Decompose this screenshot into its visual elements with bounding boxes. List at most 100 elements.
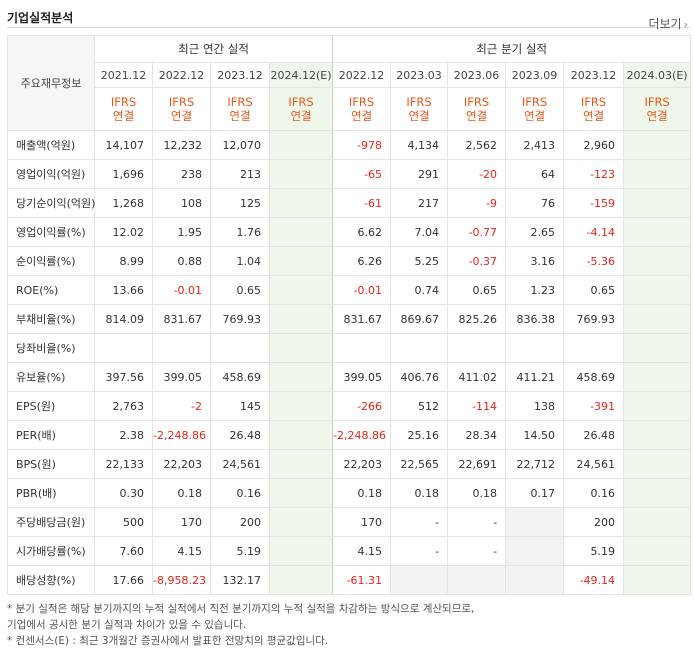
- value-cell: -5.36: [563, 246, 625, 276]
- value-cell: 132.17: [210, 565, 270, 595]
- value-cell: 399.05: [152, 362, 211, 392]
- value-cell: 2.38: [94, 420, 153, 450]
- row-label: 당좌비율(%): [7, 333, 95, 363]
- value-cell: 145: [210, 391, 270, 421]
- value-cell: [623, 565, 692, 595]
- row-label: 부채비율(%): [7, 304, 95, 334]
- chevron-right-icon: ›: [683, 18, 688, 31]
- value-cell: 13.66: [94, 275, 153, 305]
- ifrs-label: IFRS 연결: [94, 87, 153, 131]
- ifrs-text: IFRS: [168, 95, 195, 109]
- more-link[interactable]: 더보기 ›: [648, 15, 688, 32]
- value-cell: 836.38: [505, 304, 565, 334]
- value-cell: 22,565: [390, 449, 449, 479]
- value-cell: 406.76: [390, 362, 449, 392]
- value-cell: [268, 188, 334, 218]
- value-cell: [268, 333, 334, 363]
- value-cell: -2: [152, 391, 211, 421]
- consolidated-text: 연결: [290, 109, 312, 123]
- value-cell: 4.15: [332, 536, 392, 566]
- value-cell: -8,958.23: [152, 565, 211, 595]
- footnote-3: * 컨센서스(E) : 최근 3개월간 증권사에서 발표한 전망치의 평균값입니…: [7, 635, 329, 647]
- row-label: 순이익률(%): [7, 246, 95, 276]
- value-cell: 14,107: [94, 130, 153, 160]
- value-cell: [268, 159, 334, 189]
- value-cell: [623, 217, 692, 247]
- value-cell: [268, 275, 334, 305]
- table-row: ROE(%) 13.66 -0.01 0.65 -0.01 0.74 0.65 1.23 0.6…: [7, 275, 692, 305]
- value-cell: 138: [505, 391, 565, 421]
- value-cell: 2,763: [94, 391, 153, 421]
- value-cell: 0.18: [332, 478, 392, 508]
- value-cell: [623, 391, 692, 421]
- value-cell: -123: [563, 159, 625, 189]
- value-cell: 869.67: [390, 304, 449, 334]
- value-cell: -978: [332, 130, 392, 160]
- quarter-header: 최근 분기 실적: [332, 35, 692, 63]
- period-header: 2021.12: [94, 62, 153, 88]
- row-label: 당기순이익(억원): [7, 188, 95, 218]
- value-cell: 200: [210, 507, 270, 537]
- value-cell: 831.67: [152, 304, 211, 334]
- consolidated-text: 연결: [350, 109, 373, 123]
- row-label: BPS(원): [7, 449, 95, 479]
- value-cell: -65: [332, 159, 392, 189]
- value-cell: 1,268: [94, 188, 153, 218]
- ifrs-text: IFRS: [580, 95, 607, 109]
- ifrs-text: IFRS: [227, 95, 253, 109]
- value-cell: 2,413: [505, 130, 565, 160]
- ifrs-text: IFRS: [406, 95, 432, 109]
- table-row: 순이익률(%) 8.99 0.88 1.04 6.26 5.25 -0.37 3.16 -5.3…: [7, 246, 692, 276]
- value-cell: 2,960: [563, 130, 625, 160]
- value-cell: 170: [332, 507, 392, 537]
- value-cell: 108: [152, 188, 211, 218]
- table-row: 당좌비율(%): [7, 333, 692, 363]
- row-label: EPS(원): [7, 391, 95, 421]
- value-cell: [623, 246, 692, 276]
- value-cell: 5.25: [390, 246, 449, 276]
- table-row: 배당성향(%) 17.66 -8,958.23 132.17 -61.31 -49.14: [7, 565, 692, 595]
- label-header: 주요재무정보: [7, 35, 95, 131]
- value-cell: [268, 246, 334, 276]
- value-cell: 458.69: [210, 362, 270, 392]
- value-cell: [623, 130, 692, 160]
- value-cell: 831.67: [332, 304, 392, 334]
- value-cell: 17.66: [94, 565, 153, 595]
- value-cell: [623, 420, 692, 450]
- period-header: 2022.12: [332, 62, 392, 88]
- value-cell: 291: [390, 159, 449, 189]
- value-cell: 1.23: [505, 275, 565, 305]
- value-cell: 5.19: [563, 536, 625, 566]
- table-row: EPS(원) 2,763 -2 145 -266 512 -114 138 -391: [7, 391, 692, 421]
- value-cell: 512: [390, 391, 449, 421]
- value-cell: 0.16: [563, 478, 625, 508]
- value-cell: 0.16: [210, 478, 270, 508]
- table-row: PER(배) 2.38 -2,248.86 26.48 -2,248.86 25.16 28…: [7, 420, 692, 450]
- value-cell: 25.16: [390, 420, 449, 450]
- value-cell: 0.65: [447, 275, 507, 305]
- section-title: 기업실적분석: [7, 11, 74, 25]
- value-cell: [447, 565, 507, 595]
- value-cell: 12.02: [94, 217, 153, 247]
- value-cell: [94, 333, 153, 363]
- value-cell: [268, 420, 334, 450]
- value-cell: -9: [447, 188, 507, 218]
- consolidated-text: 연결: [170, 109, 193, 123]
- value-cell: 0.30: [94, 478, 153, 508]
- value-cell: [332, 333, 392, 363]
- table-row: 주당배당금(원) 500 170 200 170- -200: [7, 507, 692, 537]
- ifrs-text: IFRS: [110, 95, 137, 109]
- value-cell: 8.99: [94, 246, 153, 276]
- value-cell: 0.18: [152, 478, 211, 508]
- value-cell: -61.31: [332, 565, 392, 595]
- table-row: 유보율(%) 397.56 399.05 458.69 399.05 406.76 411.…: [7, 362, 692, 392]
- value-cell: [268, 507, 334, 537]
- value-cell: 397.56: [94, 362, 153, 392]
- value-cell: 0.65: [210, 275, 270, 305]
- period-header: 2024.03(E): [623, 62, 692, 88]
- ifrs-label: IFRS 연결: [505, 87, 565, 131]
- value-cell: 7.04: [390, 217, 449, 247]
- value-cell: [623, 449, 692, 479]
- value-cell: 4.15: [152, 536, 211, 566]
- ifrs-text: IFRS: [521, 95, 548, 109]
